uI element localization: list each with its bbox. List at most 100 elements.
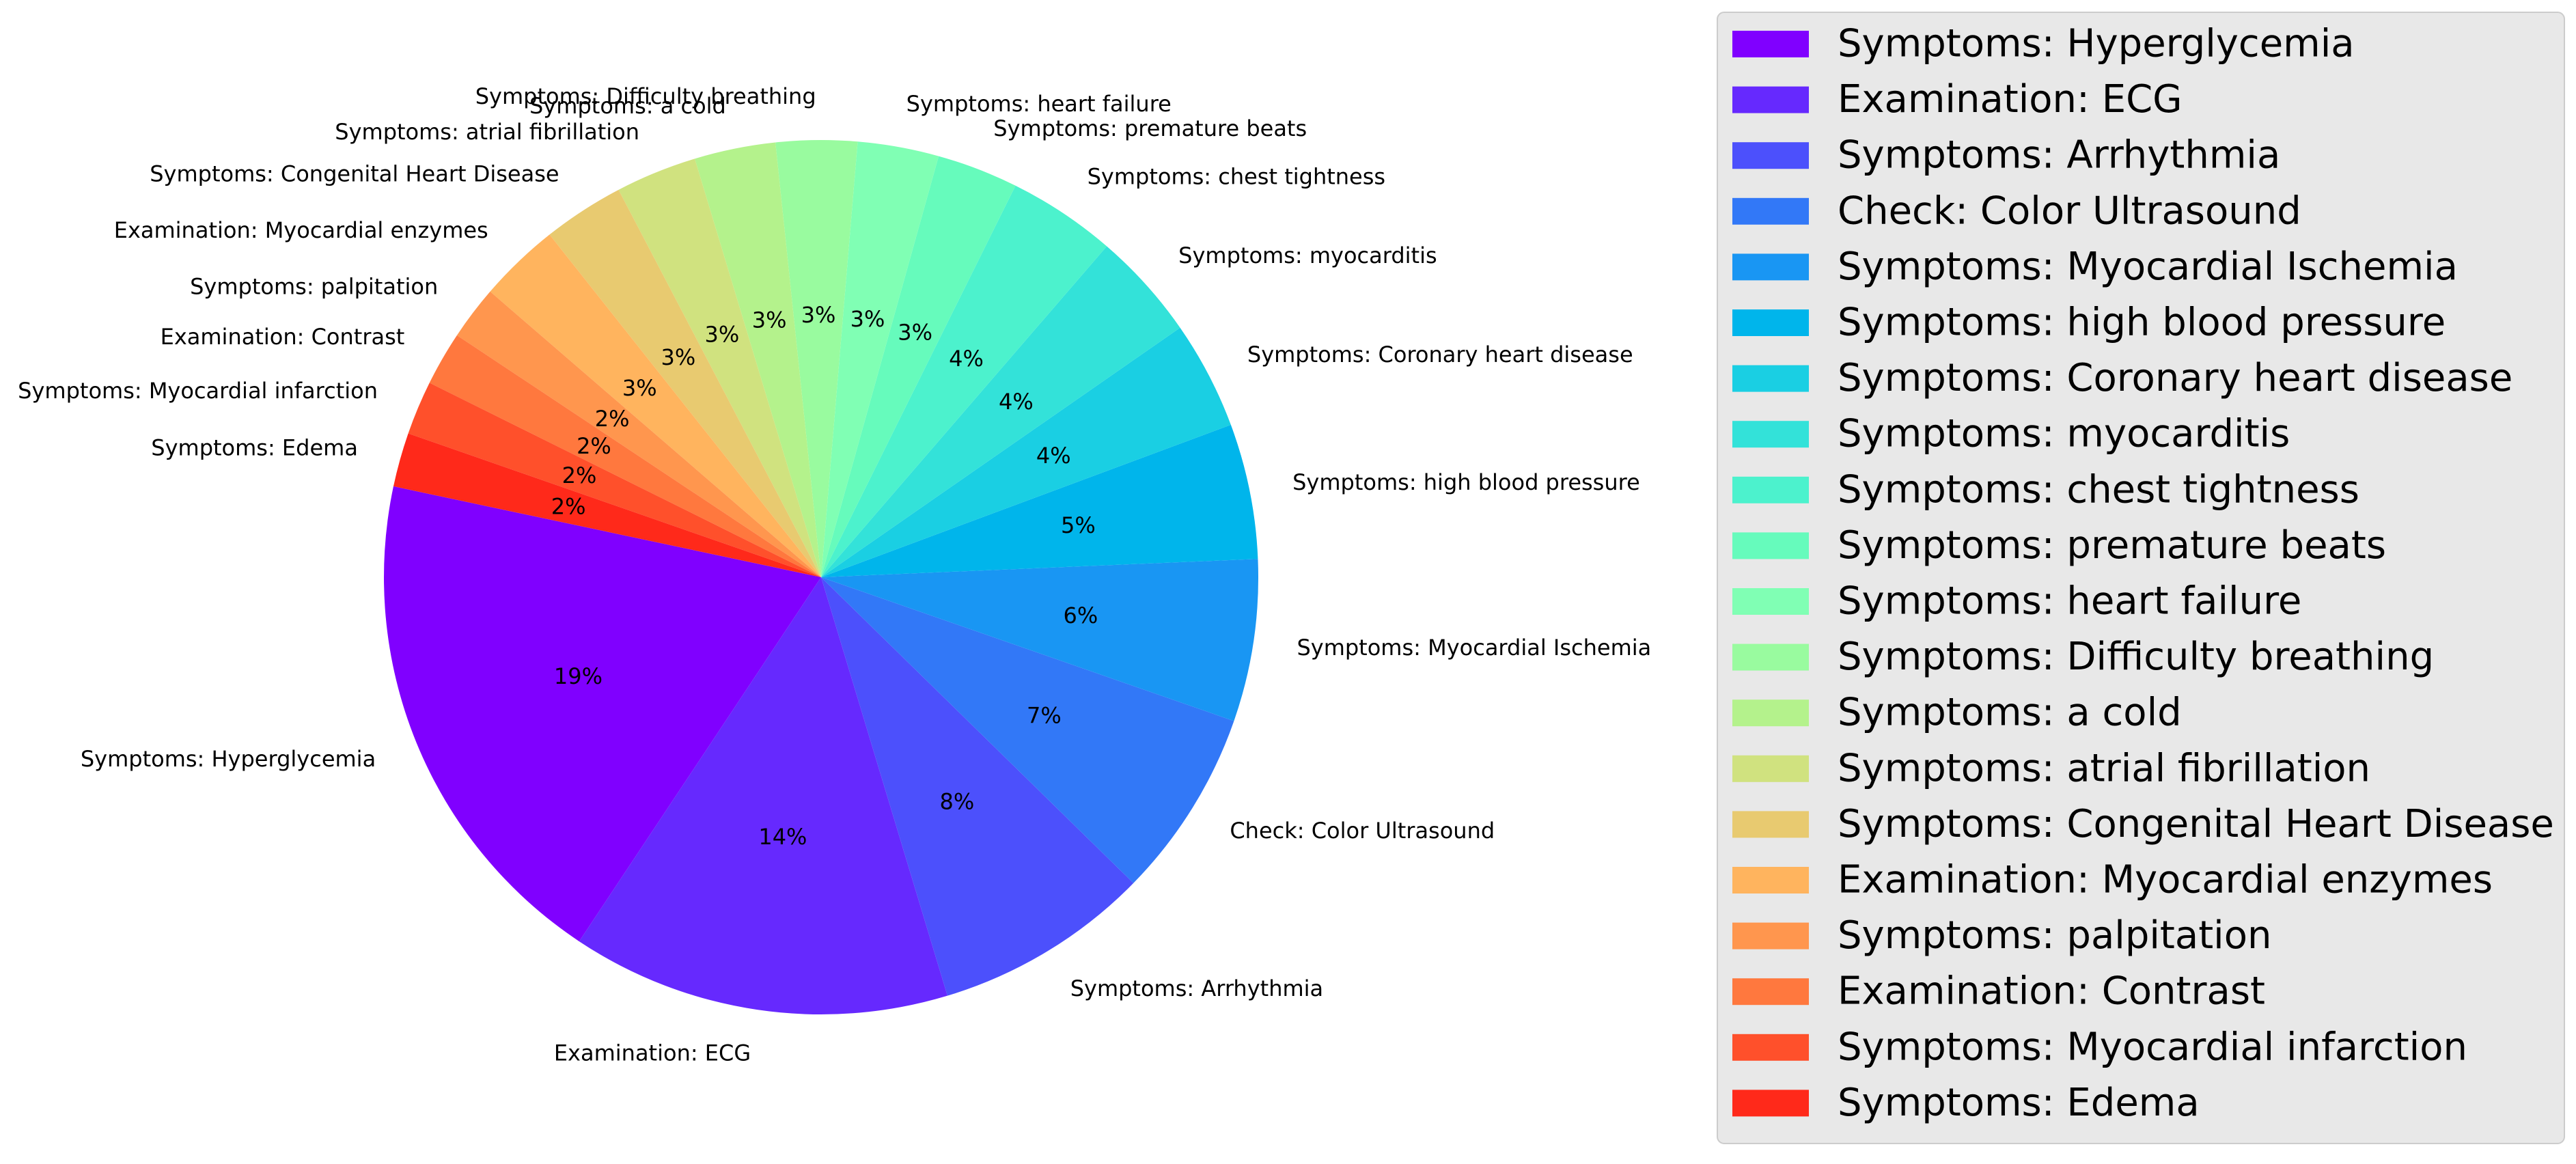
slice-percent-label: 7% — [1027, 702, 1062, 728]
slice-label: Symptoms: atrial fibrillation — [335, 119, 639, 145]
legend-label: Symptoms: chest tightness — [1838, 467, 2359, 512]
legend-label: Symptoms: Difficulty breathing — [1838, 635, 2434, 679]
slice-label: Symptoms: Edema — [151, 435, 358, 461]
legend-swatch — [1732, 31, 1809, 57]
legend-swatch — [1732, 365, 1809, 392]
legend-swatch — [1732, 699, 1809, 727]
slice-label: Symptoms: Congenital Heart Disease — [150, 161, 559, 187]
pie-slice — [490, 234, 821, 577]
slice-percent-label: 4% — [949, 346, 984, 372]
pie-slice — [821, 424, 1258, 577]
pie-slice — [579, 577, 947, 1014]
slice-label: Symptoms: premature beats — [993, 115, 1307, 141]
slice-label: Symptoms: chest tightness — [1088, 164, 1386, 190]
legend-label: Symptoms: Hyperglycemia — [1838, 22, 2355, 66]
legend-swatch — [1732, 532, 1809, 559]
legend-label: Symptoms: a cold — [1838, 691, 2182, 735]
legend-label: Symptoms: Edema — [1838, 1081, 2200, 1125]
slice-label: Check: Color Ultrasound — [1230, 818, 1495, 844]
legend-label: Symptoms: myocarditis — [1838, 412, 2290, 456]
slice-percent-label: 4% — [999, 389, 1034, 415]
legend-label: Symptoms: palpitation — [1838, 913, 2271, 958]
slice-label: Symptoms: palpitation — [190, 273, 438, 299]
legend-swatch — [1732, 421, 1809, 448]
legend-label: Symptoms: Myocardial infarction — [1838, 1025, 2467, 1069]
pie-slice — [821, 141, 939, 577]
legend-swatch — [1732, 978, 1809, 1006]
legend-label: Symptoms: high blood pressure — [1838, 301, 2446, 345]
slice-percent-label: 2% — [562, 462, 597, 488]
pie-slice — [393, 433, 821, 577]
legend-swatch — [1732, 476, 1809, 503]
legend-swatch — [1732, 309, 1809, 336]
slice-percent-label: 6% — [1063, 602, 1098, 628]
legend-swatch — [1732, 253, 1809, 281]
pie-slice — [821, 327, 1231, 577]
pie-slice — [821, 559, 1258, 721]
slice-label: Symptoms: myocarditis — [1178, 242, 1437, 268]
slice-percent-label: 5% — [1061, 512, 1096, 538]
legend-swatch — [1732, 755, 1809, 782]
pie-slice — [429, 335, 821, 577]
slice-percent-label: 2% — [595, 406, 630, 432]
pie-slice — [775, 140, 858, 577]
slice-percent-label: 8% — [940, 788, 975, 814]
pie-slice — [821, 156, 1016, 578]
legend-swatch — [1732, 142, 1809, 169]
legend-swatch — [1732, 643, 1809, 671]
slice-percent-label: 19% — [554, 663, 603, 689]
legend-label: Symptoms: premature beats — [1838, 523, 2386, 568]
slice-labels: Symptoms: Hyperglycemia Examination: ECG S… — [18, 83, 1651, 1066]
legend-swatch — [1732, 1034, 1809, 1061]
slice-label: Symptoms: Hyperglycemia — [81, 746, 376, 772]
pie-slices — [384, 140, 1258, 1014]
legend-label: Symptoms: Congenital Heart Disease — [1838, 802, 2554, 846]
legend-swatch — [1732, 588, 1809, 615]
slice-label: Examination: ECG — [554, 1040, 751, 1066]
pie-slice — [821, 246, 1180, 577]
legend-label: Examination: Contrast — [1838, 969, 2265, 1014]
slice-label: Symptoms: Myocardial Ischemia — [1297, 635, 1651, 661]
slice-percent-label: 3% — [661, 344, 695, 370]
slice-label: Symptoms: Difficulty breathing — [475, 83, 816, 109]
legend-frame — [1717, 12, 2565, 1144]
pie-slice — [821, 577, 1134, 996]
slice-percent-label: 3% — [850, 306, 885, 332]
pie-slice — [549, 189, 821, 577]
percent-labels: 19%14%8%7%6%5%4%4%4%3%3%3%3%3%3%3%2%2%2%… — [551, 302, 1098, 850]
slice-percent-label: 3% — [898, 320, 932, 346]
legend-label: Symptoms: Myocardial Ischemia — [1838, 245, 2458, 289]
slice-percent-label: 2% — [551, 494, 586, 520]
legend: Symptoms: Hyperglycemia Examination: ECG S… — [1717, 12, 2565, 1144]
slice-percent-label: 3% — [801, 302, 836, 328]
legend-label: Check: Color Ultrasound — [1838, 189, 2301, 233]
slice-label: Symptoms: Arrhythmia — [1070, 975, 1323, 1001]
slice-label: Symptoms: Myocardial infarction — [18, 378, 378, 404]
legend-swatch — [1732, 867, 1809, 893]
slice-percent-label: 3% — [752, 307, 787, 333]
slice-label: Symptoms: Coronary heart disease — [1247, 342, 1633, 368]
slice-label: Symptoms: a cold — [529, 93, 726, 119]
slice-percent-label: 4% — [1036, 443, 1071, 469]
pie-slice — [821, 185, 1107, 577]
slice-percent-label: 2% — [577, 433, 611, 459]
legend-swatch — [1732, 86, 1809, 113]
slice-percent-label: 14% — [758, 824, 807, 850]
legend-label: Symptoms: Coronary heart disease — [1838, 356, 2512, 400]
pie-slice — [384, 486, 821, 942]
legend-label: Symptoms: atrial fibrillation — [1838, 746, 2370, 790]
legend-label: Symptoms: heart failure — [1838, 579, 2301, 624]
pie-slice — [408, 383, 821, 577]
pie-slice — [618, 158, 821, 577]
pie-slice — [695, 142, 821, 577]
legend-swatch — [1732, 1090, 1809, 1117]
slice-percent-label: 3% — [705, 321, 740, 347]
pie-slice — [456, 291, 821, 577]
slice-label: Examination: Myocardial enzymes — [114, 217, 488, 243]
legend-label: Examination: Myocardial enzymes — [1838, 858, 2493, 902]
slice-percent-label: 3% — [622, 375, 657, 401]
slice-label: Symptoms: heart failure — [906, 91, 1172, 117]
slice-label: Symptoms: high blood pressure — [1292, 469, 1640, 495]
legend-swatch — [1732, 197, 1809, 225]
